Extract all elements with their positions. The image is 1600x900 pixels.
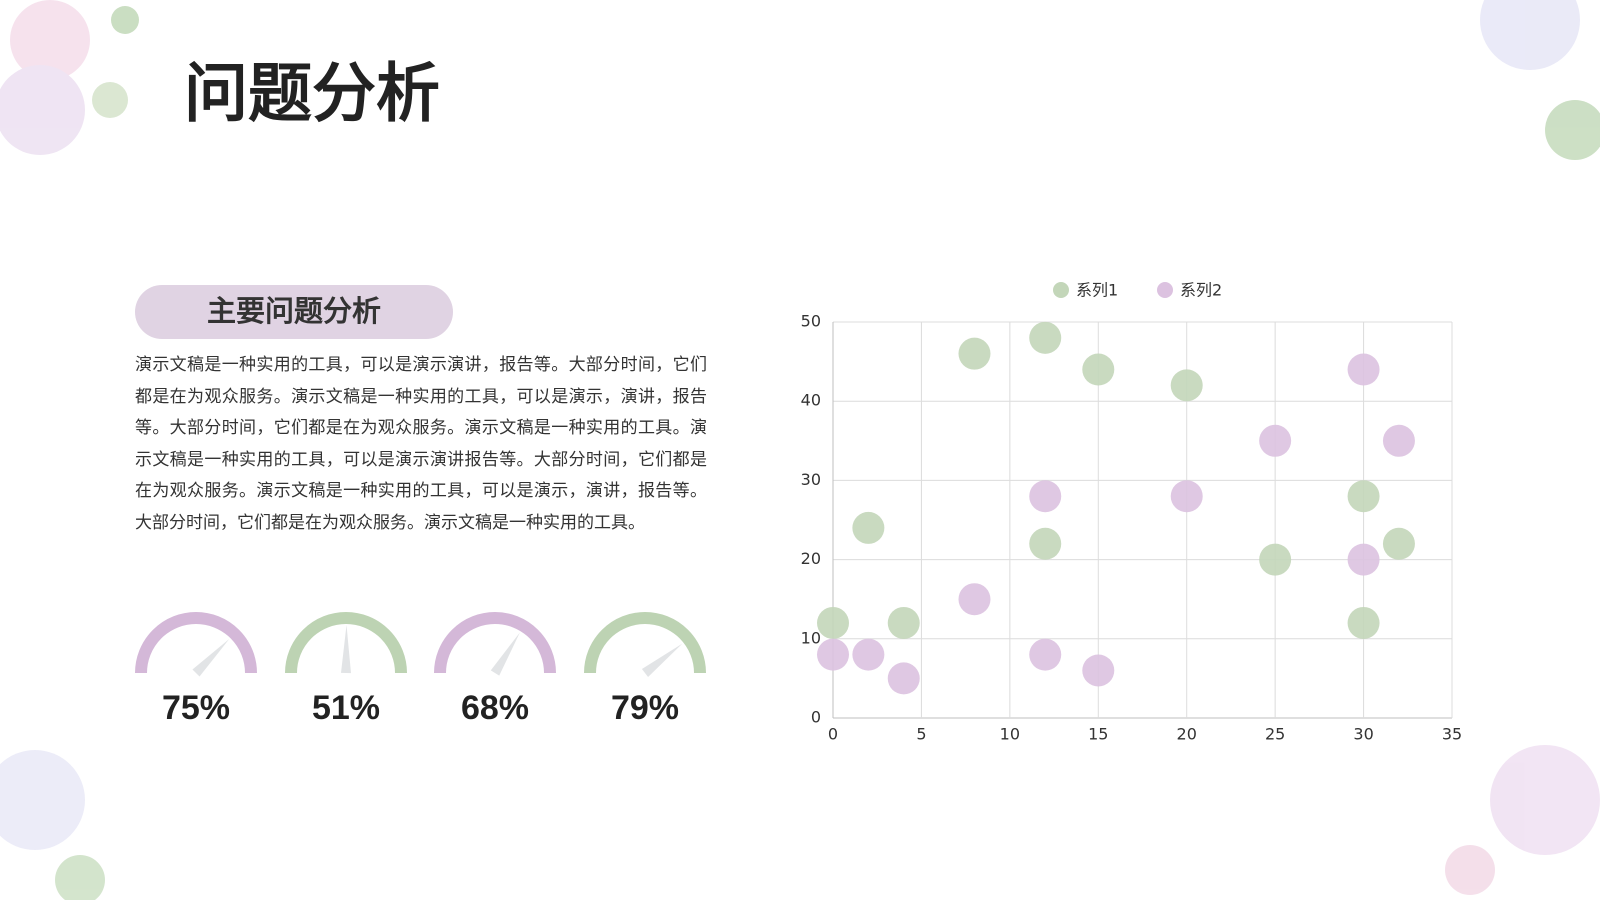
scatter-point	[958, 337, 991, 370]
legend-label: 系列1	[1076, 281, 1118, 300]
x-tick-label: 30	[1353, 725, 1373, 744]
x-tick-label: 35	[1442, 725, 1462, 744]
x-tick-label: 10	[1000, 725, 1020, 744]
section-text: 演示文稿是一种实用的工具，可以是演示演讲，报告等。大部分时间，它们都是在为观众服…	[135, 355, 707, 533]
scatter-point	[1347, 480, 1380, 513]
y-tick-label: 0	[811, 708, 821, 727]
y-tick-label: 20	[801, 549, 821, 568]
gauge-needle	[641, 643, 683, 677]
legend-marker	[1157, 282, 1173, 298]
gauge-label: 51%	[312, 689, 380, 727]
scatter-point	[887, 606, 920, 639]
gauge-label: 79%	[611, 689, 679, 727]
y-tick-label: 30	[801, 470, 821, 489]
x-tick-label: 25	[1265, 725, 1285, 744]
scatter-point	[1029, 527, 1062, 560]
scatter-point	[1082, 353, 1115, 386]
scatter-point	[1029, 638, 1062, 671]
scatter-point	[1259, 543, 1292, 576]
x-tick-label: 0	[828, 725, 838, 744]
scatter-point	[887, 662, 920, 695]
x-tick-label: 5	[916, 725, 926, 744]
scatter-point	[1170, 369, 1203, 402]
scatter-point	[852, 638, 885, 671]
gauge-arc	[285, 612, 407, 674]
x-tick-label: 15	[1088, 725, 1108, 744]
y-tick-label: 40	[801, 391, 821, 410]
legend-label: 系列2	[1180, 281, 1222, 300]
gauge-needle	[192, 639, 230, 677]
scatter-point	[817, 606, 849, 639]
legend-marker	[1053, 282, 1069, 298]
scatter-point	[1259, 424, 1292, 457]
gauge-arc	[434, 612, 556, 674]
gauge-needle	[341, 625, 351, 674]
x-tick-label: 20	[1177, 725, 1197, 744]
scatter-point	[958, 583, 991, 616]
gauge-arc	[584, 612, 706, 674]
slide-title: 问题分析	[184, 58, 440, 132]
scatter-point	[1082, 654, 1115, 687]
y-tick-label: 10	[801, 628, 821, 647]
gauge-label: 68%	[461, 689, 529, 727]
scatter-point	[1347, 606, 1380, 639]
scatter-point	[1170, 480, 1203, 513]
gauge-needle	[490, 632, 520, 676]
scatter-point	[1029, 321, 1062, 354]
scatter-point	[852, 511, 885, 544]
scatter-point	[1347, 543, 1380, 576]
gauge-arc	[135, 612, 257, 674]
scatter-point	[1029, 480, 1062, 513]
scatter-point	[1347, 353, 1380, 386]
heading-pill	[135, 285, 453, 339]
section-heading: 主要问题分析	[207, 294, 381, 328]
y-tick-label: 50	[801, 312, 821, 331]
scatter-point	[817, 638, 849, 671]
gauge-label: 75%	[162, 689, 230, 727]
scatter-point	[1382, 527, 1415, 560]
scatter-point	[1382, 424, 1415, 457]
